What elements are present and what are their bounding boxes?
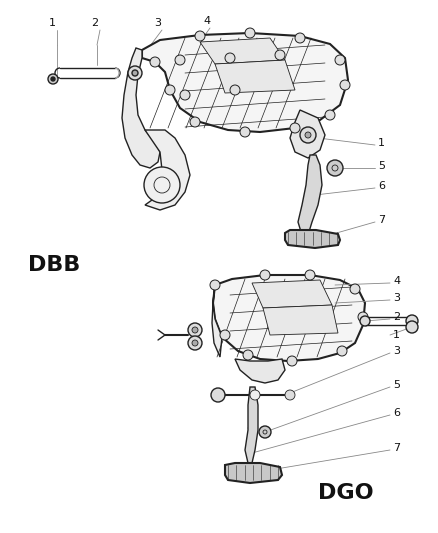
Circle shape: [190, 117, 200, 127]
Circle shape: [287, 356, 297, 366]
Circle shape: [150, 57, 160, 67]
Text: 7: 7: [393, 443, 400, 453]
Circle shape: [305, 270, 315, 280]
Circle shape: [340, 80, 350, 90]
Text: 4: 4: [393, 276, 400, 286]
Polygon shape: [298, 155, 322, 235]
Circle shape: [220, 330, 230, 340]
Circle shape: [243, 350, 253, 360]
Circle shape: [51, 77, 55, 81]
Text: 1: 1: [49, 18, 56, 28]
Circle shape: [210, 280, 220, 290]
Circle shape: [337, 346, 347, 356]
Circle shape: [165, 85, 175, 95]
Circle shape: [192, 327, 198, 333]
Circle shape: [245, 28, 255, 38]
Text: 4: 4: [203, 16, 211, 26]
Circle shape: [192, 340, 198, 346]
Text: 7: 7: [378, 215, 385, 225]
Circle shape: [211, 388, 225, 402]
Text: 1: 1: [378, 138, 385, 148]
Text: DBB: DBB: [28, 255, 81, 275]
Circle shape: [327, 160, 343, 176]
Circle shape: [358, 312, 368, 322]
Circle shape: [275, 50, 285, 60]
Circle shape: [144, 167, 180, 203]
Circle shape: [325, 110, 335, 120]
Polygon shape: [285, 230, 340, 248]
Polygon shape: [145, 130, 190, 210]
Circle shape: [295, 33, 305, 43]
Circle shape: [48, 74, 58, 84]
Text: 3: 3: [393, 293, 400, 303]
Polygon shape: [252, 280, 332, 308]
Polygon shape: [213, 275, 365, 361]
Polygon shape: [142, 33, 348, 132]
Polygon shape: [225, 463, 282, 483]
Circle shape: [240, 127, 250, 137]
Polygon shape: [263, 305, 338, 335]
Circle shape: [195, 31, 205, 41]
Polygon shape: [212, 285, 222, 357]
Text: 6: 6: [393, 408, 400, 418]
Polygon shape: [200, 38, 285, 64]
Text: 6: 6: [378, 181, 385, 191]
Polygon shape: [235, 359, 285, 383]
Text: 2: 2: [92, 18, 99, 28]
Circle shape: [175, 55, 185, 65]
Circle shape: [128, 66, 142, 80]
Text: 2: 2: [393, 312, 400, 322]
Circle shape: [230, 85, 240, 95]
Circle shape: [250, 390, 260, 400]
Circle shape: [259, 426, 271, 438]
Circle shape: [350, 284, 360, 294]
Circle shape: [188, 336, 202, 350]
Text: 1: 1: [393, 330, 400, 340]
Circle shape: [188, 323, 202, 337]
Polygon shape: [290, 110, 325, 158]
Circle shape: [225, 53, 235, 63]
Polygon shape: [215, 60, 295, 93]
Circle shape: [260, 270, 270, 280]
Circle shape: [300, 127, 316, 143]
Text: DGO: DGO: [318, 483, 374, 503]
Text: 3: 3: [393, 346, 400, 356]
Circle shape: [406, 315, 418, 327]
Polygon shape: [122, 48, 160, 168]
Circle shape: [285, 390, 295, 400]
Circle shape: [290, 123, 300, 133]
Circle shape: [180, 90, 190, 100]
Text: 5: 5: [393, 380, 400, 390]
Circle shape: [335, 55, 345, 65]
Polygon shape: [245, 387, 258, 463]
Circle shape: [406, 321, 418, 333]
Circle shape: [132, 70, 138, 76]
Circle shape: [360, 316, 370, 326]
Text: 3: 3: [155, 18, 162, 28]
Circle shape: [305, 132, 311, 138]
Text: 5: 5: [378, 161, 385, 171]
